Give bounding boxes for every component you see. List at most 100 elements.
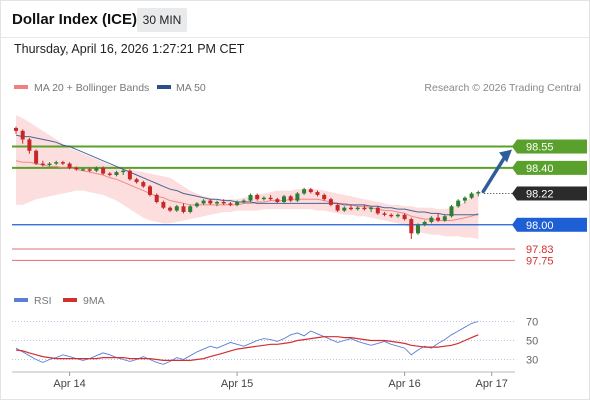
candle-body bbox=[462, 197, 467, 201]
candle-body bbox=[315, 192, 320, 195]
candle-body bbox=[422, 221, 427, 225]
time-tick-label: Apr 15 bbox=[221, 378, 253, 390]
instrument-title: Dollar Index (ICE) bbox=[12, 11, 138, 28]
candle-body bbox=[107, 173, 112, 175]
candle-body bbox=[288, 196, 293, 201]
support-tag-98.00 bbox=[517, 217, 587, 232]
candle-body bbox=[382, 213, 387, 215]
candle-body bbox=[429, 217, 434, 222]
candle-body bbox=[141, 182, 146, 187]
candle-body bbox=[215, 202, 219, 204]
support-minor-label-97.75: 97.75 bbox=[526, 255, 554, 267]
candle-body bbox=[27, 139, 32, 151]
candle-body bbox=[248, 194, 253, 201]
candle-body bbox=[81, 169, 85, 171]
ma20-legend-label: MA 20 + Bollinger Bands bbox=[34, 82, 149, 94]
candle-body bbox=[255, 194, 260, 200]
candle-body bbox=[134, 179, 139, 183]
candle-body bbox=[54, 162, 59, 164]
candle-body bbox=[275, 199, 280, 203]
candle-body bbox=[20, 130, 25, 140]
candle-body bbox=[235, 202, 240, 205]
target-arrow-shaft bbox=[481, 151, 509, 194]
candle-body bbox=[261, 197, 266, 200]
target-arrow-head bbox=[499, 149, 512, 163]
resistance-tag-pointer-98.40 bbox=[512, 160, 517, 175]
candle-body bbox=[369, 207, 374, 210]
header-bar: Dollar Index (ICE) 30 MIN bbox=[1, 1, 589, 38]
candle-body bbox=[74, 167, 79, 170]
candle-body bbox=[208, 200, 213, 204]
candle-body bbox=[295, 193, 300, 201]
ma20-legend-swatch bbox=[14, 85, 28, 89]
candle-body bbox=[194, 203, 199, 207]
time-axis: Apr 14 Apr 15 Apr 16 Apr 17 bbox=[53, 372, 508, 390]
time-tick-label: Apr 14 bbox=[53, 378, 85, 390]
candle-body bbox=[241, 200, 246, 203]
ma50-legend-swatch bbox=[157, 85, 171, 89]
candle-body bbox=[148, 186, 152, 195]
candle-body bbox=[362, 207, 367, 210]
timeframe-button[interactable]: 30 MIN bbox=[137, 8, 187, 32]
candle-body bbox=[40, 163, 45, 166]
candle-body bbox=[14, 128, 18, 131]
credit-text: Research © 2026 Trading Central bbox=[424, 82, 581, 94]
candle-body bbox=[181, 206, 186, 212]
candle-body bbox=[302, 189, 307, 194]
last-price-tag bbox=[517, 186, 587, 201]
candle-body bbox=[161, 202, 166, 208]
rsi-legend-label: RSI bbox=[34, 295, 52, 307]
time-tick-label: Apr 16 bbox=[388, 378, 420, 390]
candle-body bbox=[328, 199, 333, 205]
candle-body bbox=[322, 194, 327, 200]
candle-body bbox=[168, 207, 173, 211]
candle-body bbox=[67, 163, 72, 168]
resistance-tag-pointer-98.55 bbox=[512, 139, 517, 154]
candle-body bbox=[94, 167, 99, 171]
timestamp: Thursday, April 16, 2026 1:27:21 PM CET bbox=[14, 42, 245, 56]
candle-body bbox=[268, 197, 273, 200]
candle-body bbox=[188, 206, 193, 212]
rsi-ma-legend-swatch bbox=[63, 298, 77, 302]
candle-body bbox=[34, 150, 39, 164]
rsi-panel: 70 50 30 bbox=[12, 317, 538, 367]
candle-body bbox=[416, 224, 420, 234]
ma50-legend-label: MA 50 bbox=[176, 82, 206, 94]
candle-body bbox=[201, 200, 206, 204]
candle-body bbox=[121, 170, 126, 173]
rsi-tick-70: 70 bbox=[526, 317, 538, 329]
candle-body bbox=[174, 206, 179, 211]
support-label-98.00: 98.00 bbox=[526, 220, 554, 232]
candle-body bbox=[87, 169, 92, 171]
support-minor-label-97.83: 97.83 bbox=[526, 244, 554, 256]
candle-body bbox=[355, 207, 360, 210]
candle-body bbox=[436, 217, 441, 221]
candle-body bbox=[335, 204, 340, 211]
candle-body bbox=[476, 192, 481, 194]
candle-body bbox=[469, 193, 474, 198]
candle-body bbox=[127, 170, 132, 180]
candle-body bbox=[228, 203, 233, 205]
candle-body bbox=[342, 207, 347, 211]
resistance-label-98.40: 98.40 bbox=[526, 163, 554, 175]
candle-body bbox=[449, 206, 454, 217]
candle-body bbox=[456, 200, 461, 207]
ma20-line bbox=[15, 160, 479, 221]
candle-body bbox=[308, 189, 313, 193]
rsi-tick-50: 50 bbox=[526, 336, 538, 348]
candle-body bbox=[402, 214, 407, 220]
bollinger-band bbox=[16, 115, 479, 239]
last-price-tag-pointer bbox=[512, 186, 517, 201]
candle-body bbox=[282, 196, 286, 203]
rsi-legend-swatch bbox=[14, 298, 28, 302]
last-price-label: 98.22 bbox=[526, 188, 554, 200]
candle-body bbox=[395, 214, 400, 217]
candle-body bbox=[60, 162, 65, 164]
candle-body bbox=[47, 163, 52, 166]
rsi-line bbox=[15, 321, 479, 365]
rsi-ma-legend-label: 9MA bbox=[83, 295, 105, 307]
candle-body bbox=[375, 207, 380, 214]
candle-body bbox=[389, 214, 394, 217]
